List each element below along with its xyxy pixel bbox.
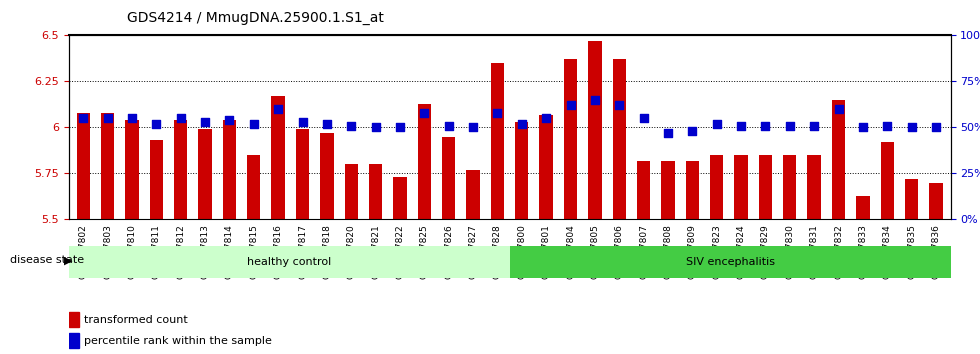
Point	[879, 123, 895, 129]
Point	[661, 130, 676, 136]
Text: GDS4214 / MmugDNA.25900.1.S1_at: GDS4214 / MmugDNA.25900.1.S1_at	[127, 11, 384, 25]
Point	[270, 106, 286, 112]
Bar	[857, 195, 869, 219]
Bar	[905, 179, 918, 219]
Bar	[101, 113, 115, 219]
Bar	[345, 164, 358, 219]
Bar	[442, 137, 456, 219]
Point	[416, 110, 432, 115]
Bar	[588, 41, 602, 219]
Bar	[808, 155, 821, 219]
Point	[490, 110, 506, 115]
Point	[733, 123, 749, 129]
Point	[684, 128, 700, 134]
Bar	[198, 129, 212, 219]
Bar	[734, 155, 748, 219]
Bar	[174, 120, 187, 219]
Bar	[612, 59, 626, 219]
Point	[172, 115, 188, 121]
Bar	[271, 96, 285, 219]
Point	[343, 123, 359, 129]
Bar	[929, 183, 943, 219]
Bar	[69, 312, 79, 327]
Bar	[466, 170, 480, 219]
Bar	[125, 120, 138, 219]
Point	[246, 121, 262, 127]
Text: ▶: ▶	[64, 255, 73, 265]
Bar	[320, 133, 333, 219]
Point	[368, 125, 383, 130]
Bar	[69, 333, 79, 348]
Text: SIV encephalitis: SIV encephalitis	[686, 257, 774, 267]
Bar	[222, 120, 236, 219]
FancyBboxPatch shape	[69, 246, 510, 278]
Point	[221, 117, 237, 123]
Bar	[832, 100, 845, 219]
Point	[197, 119, 213, 125]
Point	[709, 121, 724, 127]
Bar	[247, 155, 261, 219]
Bar	[417, 103, 431, 219]
Bar	[881, 142, 894, 219]
Bar	[637, 161, 651, 219]
Bar	[368, 164, 382, 219]
Bar	[564, 59, 577, 219]
Point	[758, 123, 773, 129]
Point	[319, 121, 335, 127]
Point	[928, 125, 944, 130]
Point	[441, 123, 457, 129]
Point	[295, 119, 311, 125]
Text: disease state: disease state	[10, 255, 84, 265]
Point	[636, 115, 652, 121]
Bar	[515, 122, 528, 219]
Bar	[296, 129, 310, 219]
Point	[904, 125, 919, 130]
Bar	[662, 161, 674, 219]
Point	[466, 125, 481, 130]
Text: transformed count: transformed count	[84, 315, 188, 325]
Bar	[393, 177, 407, 219]
Point	[831, 106, 847, 112]
Point	[149, 121, 165, 127]
Point	[782, 123, 798, 129]
Point	[807, 123, 822, 129]
Text: percentile rank within the sample: percentile rank within the sample	[84, 336, 272, 346]
Point	[563, 103, 578, 108]
Bar	[759, 155, 772, 219]
Point	[100, 115, 116, 121]
Bar	[150, 140, 163, 219]
Point	[124, 115, 140, 121]
Point	[514, 121, 529, 127]
Bar	[539, 115, 553, 219]
Point	[612, 103, 627, 108]
Text: healthy control: healthy control	[247, 257, 331, 267]
Point	[392, 125, 408, 130]
Bar	[76, 113, 90, 219]
FancyBboxPatch shape	[510, 246, 951, 278]
Point	[587, 97, 603, 103]
Bar	[686, 161, 699, 219]
Bar	[783, 155, 797, 219]
Point	[855, 125, 870, 130]
Bar	[710, 155, 723, 219]
Bar	[491, 63, 504, 219]
Point	[538, 115, 554, 121]
Point	[75, 115, 91, 121]
